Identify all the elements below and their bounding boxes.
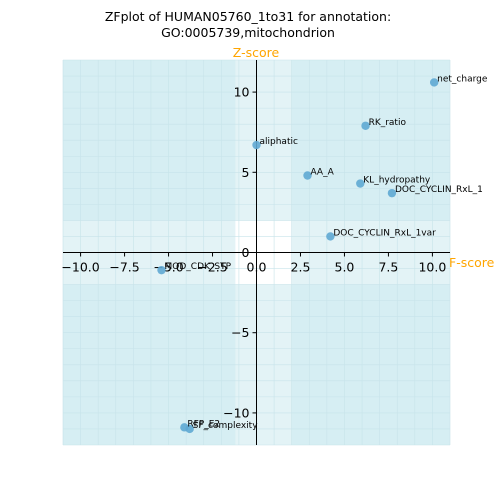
x-tick-label: 10.0 (418, 260, 446, 275)
point-label: AA_A (311, 168, 335, 178)
data-points (157, 78, 439, 434)
y-axis-label: Z-score (233, 45, 280, 60)
x-tick-label: −7.5 (109, 260, 139, 275)
point-label: SF_complexity (193, 421, 259, 431)
point-label: DOC_CYCLIN_RxL_1var (333, 228, 436, 238)
data-point (387, 188, 397, 198)
y-tick-label: 0 (242, 245, 250, 260)
data-point (326, 232, 335, 241)
y-tick-label: −10 (223, 405, 249, 420)
x-tick-label: −2.5 (197, 260, 227, 275)
x-tick-label: 2.5 (291, 260, 311, 275)
x-tick-label: 0.0 (247, 260, 267, 275)
y-tick-label: 10 (234, 85, 250, 100)
point-label: DOC_CYCLIN_RxL_1 (395, 185, 483, 195)
x-tick-label: 7.5 (378, 260, 398, 275)
point-label: MOD_CDK_STP (165, 262, 232, 272)
point-labels: net_charge RK_ratio aliphatic AA_A KL_hydrop… (165, 74, 488, 431)
x-axis-label: F-score (449, 255, 495, 270)
x-tick-label: −10.0 (61, 260, 99, 275)
point-label: aliphatic (260, 137, 298, 147)
y-tick-label: 5 (242, 165, 250, 180)
data-point (252, 140, 261, 150)
point-label: RK_ratio (369, 118, 407, 128)
y-tick-label: −5 (231, 325, 249, 340)
tick-labels: −10.0 −7.5 −5.0 −2.5 0.0 2.5 5.0 7.5 10.0−10−505… (61, 85, 446, 421)
data-point (185, 424, 194, 434)
data-point (361, 121, 370, 130)
point-label: KL_hydropathy (363, 176, 431, 186)
data-point (356, 179, 365, 188)
point-label: net_charge (437, 74, 488, 84)
data-point (429, 78, 439, 87)
data-point (157, 265, 166, 275)
point-label: RFP_E2 (187, 419, 220, 429)
x-tick-label: 5.0 (335, 260, 355, 275)
chart-title-line1: ZFplot of HUMAN05760_1to31 for annotatio… (105, 9, 391, 24)
data-point (303, 171, 312, 180)
chart-title-line2: GO:0005739,mitochondrion (161, 25, 335, 40)
